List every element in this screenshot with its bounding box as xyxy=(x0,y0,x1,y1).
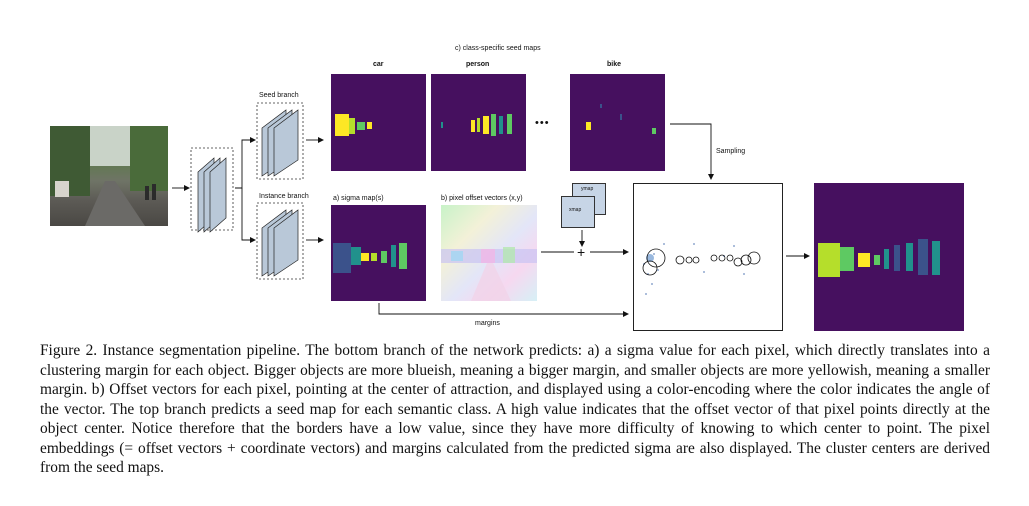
sigma-map-panel xyxy=(331,205,426,301)
plus-sign: + xyxy=(577,244,586,260)
seed-decoder-layers xyxy=(261,109,299,177)
seed-map-car xyxy=(331,74,426,171)
network-and-connectors xyxy=(172,102,810,317)
instance-decoder-layers xyxy=(261,209,299,277)
ellipsis: ••• xyxy=(535,117,550,129)
seed-branch-label: Seed branch xyxy=(259,92,299,99)
seed-label-car: car xyxy=(373,61,384,68)
cluster-plot xyxy=(642,243,761,295)
figure-caption: Figure 2. Instance segmentation pipeline… xyxy=(40,342,990,476)
seed-map-bike xyxy=(570,74,665,171)
offsets-label: b) pixel offset vectors (x,y) xyxy=(441,195,523,202)
ymap-label: ymap xyxy=(581,186,594,192)
seed-label-person: person xyxy=(466,61,490,68)
seed-maps-title: c) class-specific seed maps xyxy=(455,45,541,52)
xmap-label: xmap xyxy=(569,207,582,213)
input-street-image xyxy=(50,126,168,226)
offset-vectors-panel xyxy=(441,205,537,301)
seed-label-bike: bike xyxy=(607,61,622,68)
encoder-layers xyxy=(197,157,227,233)
xmap-box: xmap xyxy=(561,196,595,228)
street-scene-drawing xyxy=(50,126,168,226)
seed-map-person xyxy=(431,74,526,171)
instance-branch-label: Instance branch xyxy=(259,193,309,200)
output-segmentation xyxy=(814,183,964,331)
embedding-space-box xyxy=(633,183,783,331)
sigma-label: a) sigma map(s) xyxy=(333,195,384,202)
sampling-label: Sampling xyxy=(716,148,746,155)
margins-label: margins xyxy=(475,320,500,327)
